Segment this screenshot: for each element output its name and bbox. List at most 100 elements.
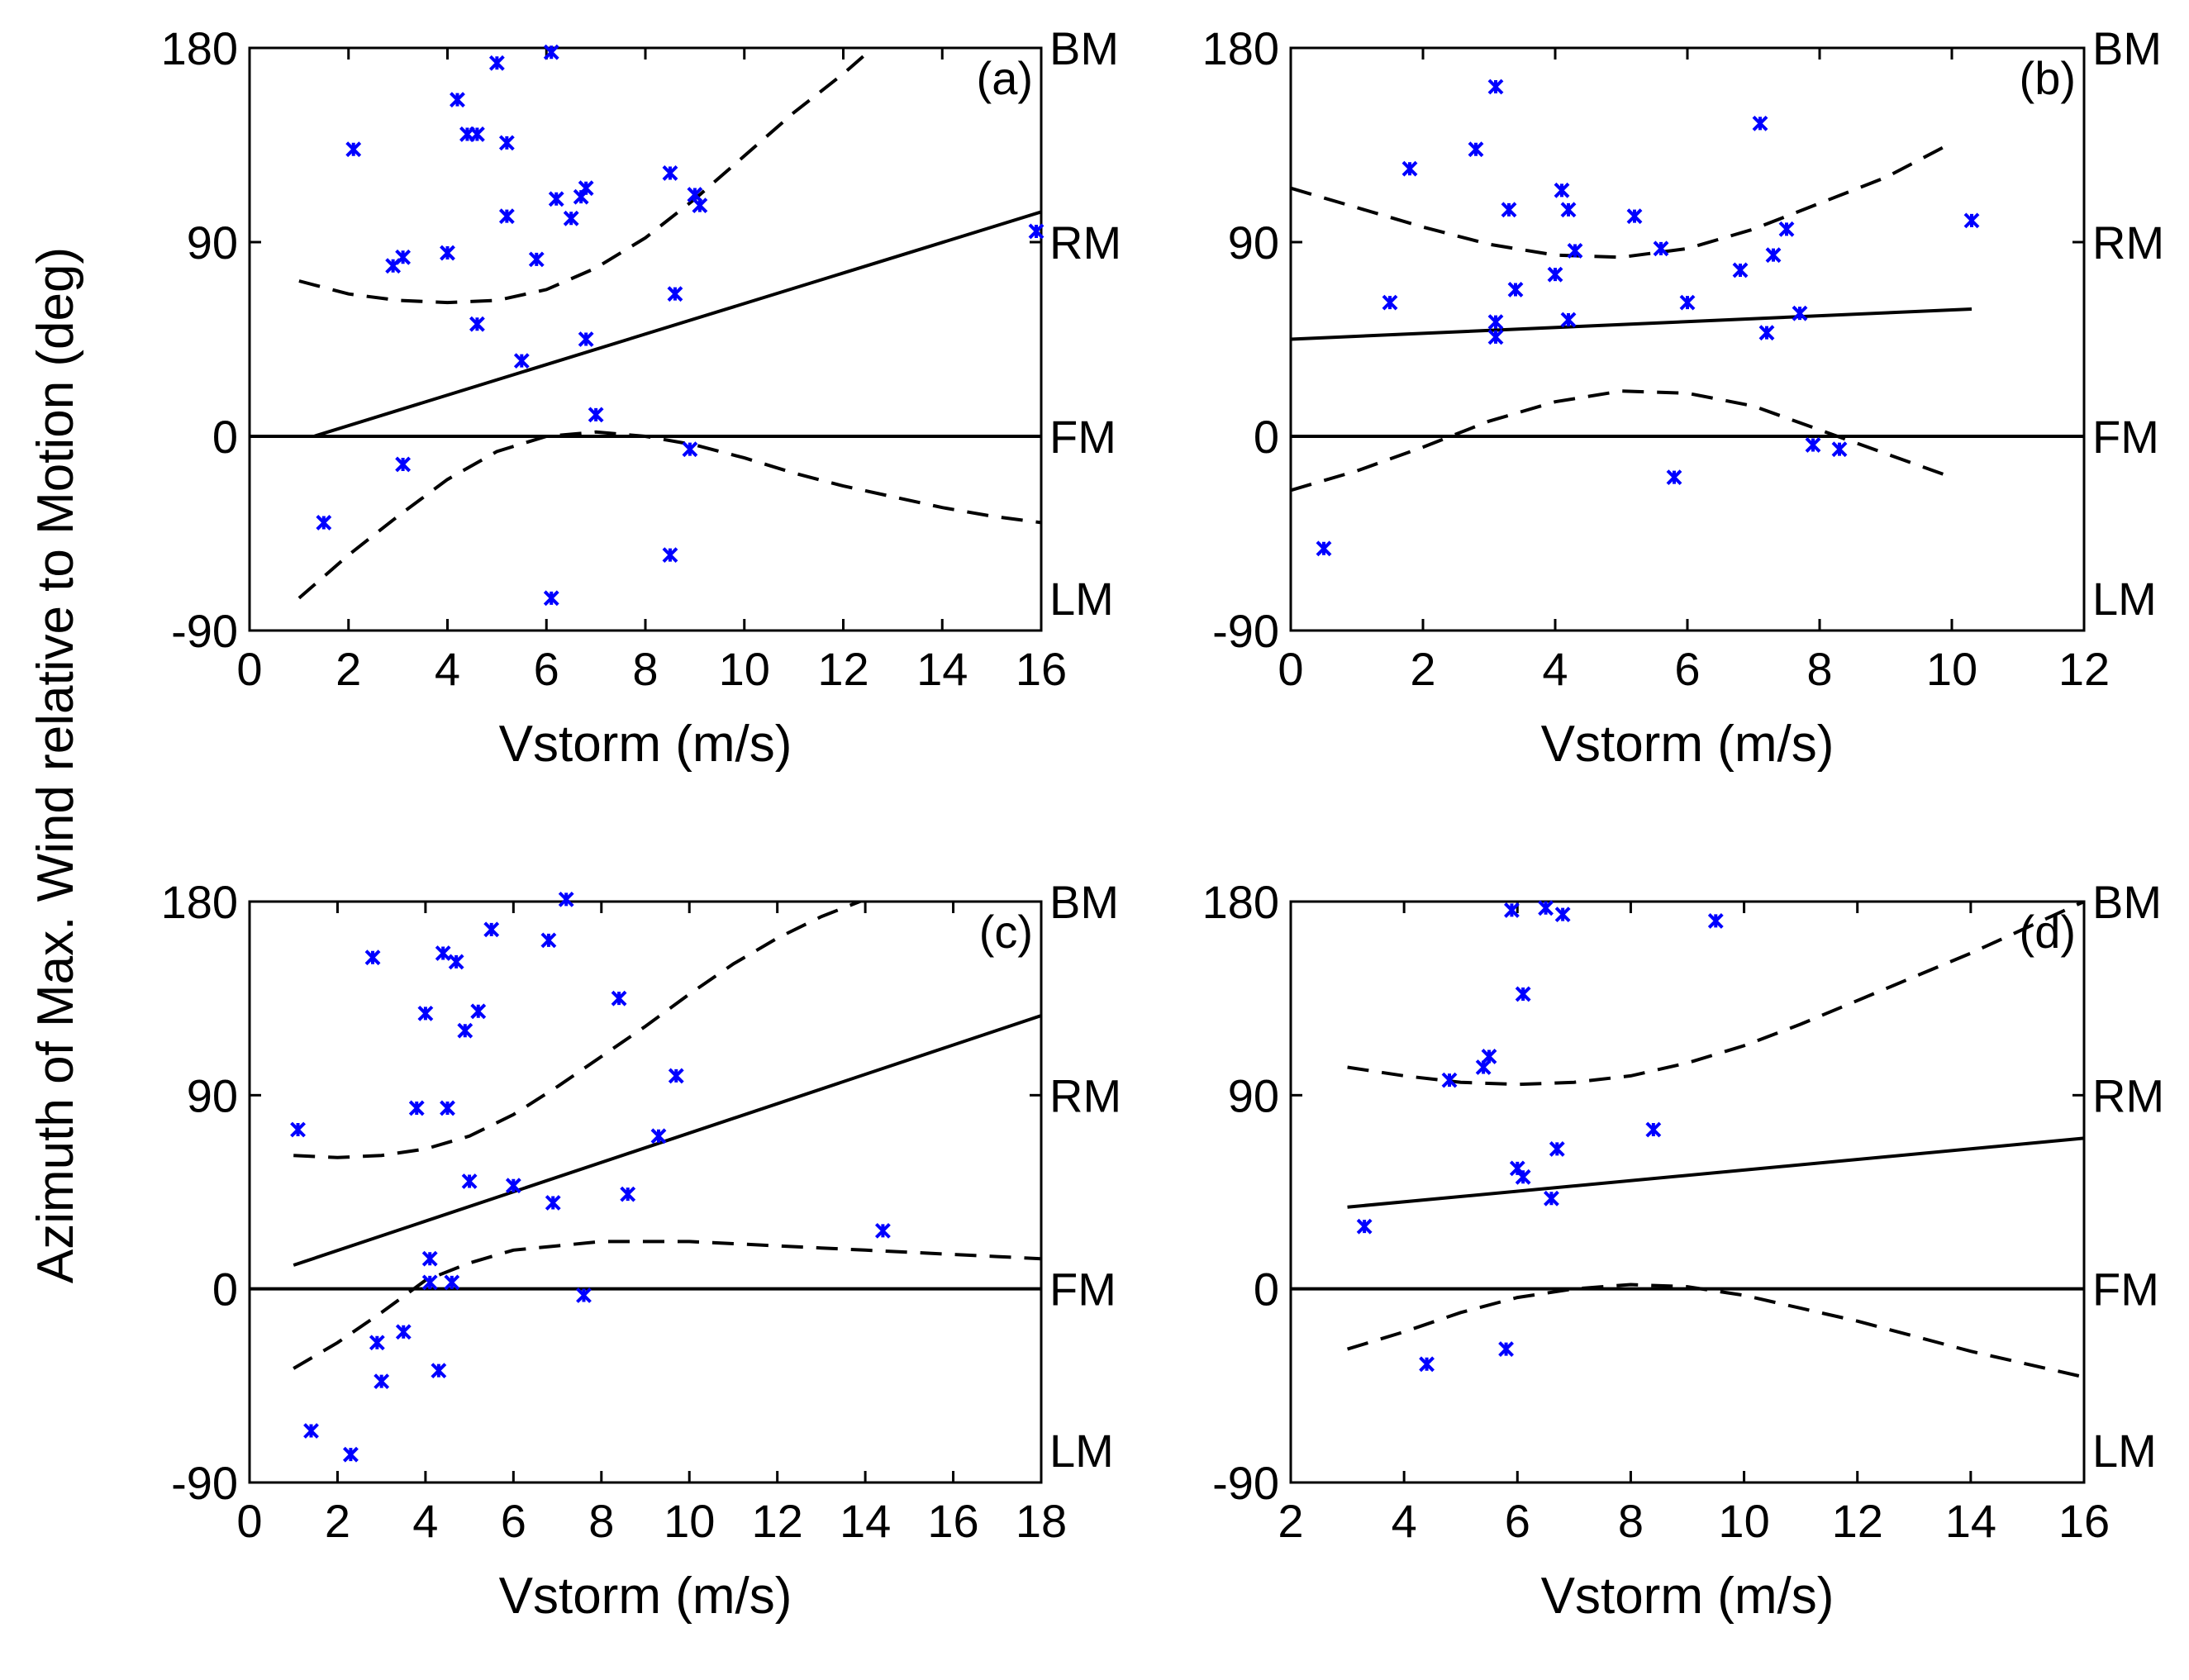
side-label-lm: LM [2092,573,2157,625]
x-axis-title: Vstorm (m/s) [1541,716,1834,773]
y-tick-label: 0 [212,1264,238,1316]
data-point [1707,913,1724,929]
data-point [578,331,594,347]
data-point [469,126,485,142]
data-point [1487,79,1504,95]
data-point [1560,312,1577,328]
confidence-upper-line [1347,902,2084,1087]
data-point [290,1121,306,1138]
y-tick-label: 0 [212,411,238,463]
data-point [408,1100,425,1116]
data-point [576,1287,592,1303]
x-axis-title: Vstorm (m/s) [499,716,792,773]
x-tick-label: 8 [632,643,658,695]
data-point [545,1195,561,1211]
confidence-upper-line [293,902,864,1159]
data-point [1778,221,1795,237]
data-point [469,316,485,332]
y-tick-label: 90 [1228,217,1279,269]
data-point [450,92,465,108]
x-tick-label: 16 [1016,643,1067,695]
data-point [483,921,500,938]
data-point [303,1423,319,1439]
data-point [1831,441,1848,458]
data-point [1356,1218,1373,1235]
y-tick-label: 90 [1228,1069,1279,1121]
data-point [548,191,564,207]
x-tick-label: 8 [588,1495,614,1547]
plot-data [1291,902,2084,1379]
y-tick-label: -90 [1212,1457,1279,1509]
confidence-lower-line [293,1240,1041,1370]
x-tick-label: 18 [1016,1495,1067,1547]
data-point [874,1222,891,1239]
data-point [435,945,451,961]
data-point [540,932,557,949]
x-tick-label: 12 [817,643,868,695]
side-label-rm: RM [1049,1069,1121,1121]
x-tick-label: 6 [1505,1495,1530,1547]
x-tick-label: 2 [1410,643,1435,695]
x-tick-label: 0 [236,643,262,695]
x-tick-label: 2 [335,643,361,695]
data-point [620,1186,636,1202]
side-label-bm: BM [2092,22,2162,74]
confidence-lower-line [1347,1283,2084,1379]
data-point [342,1446,359,1463]
data-point [364,949,381,966]
data-point [448,954,464,970]
data-point [345,141,362,158]
panel-label: (a) [977,52,1033,104]
x-tick-label: 14 [840,1495,891,1547]
x-tick-label: 6 [534,643,559,695]
data-point [1419,1356,1435,1373]
data-point [1481,1049,1497,1064]
data-point [1538,900,1554,916]
data-point [558,891,574,907]
data-point [505,1178,521,1194]
data-point [1554,907,1571,923]
axes-box [1289,46,2086,632]
side-label-bm: BM [1049,876,1119,928]
side-label-fm: FM [2092,1264,2159,1316]
data-point [1549,1141,1565,1157]
x-tick-label: 2 [1278,1495,1303,1547]
regression-line [1291,307,1972,341]
data-point [457,1022,473,1039]
axes-box [1289,900,2086,1484]
data-point [1626,208,1643,225]
data-point [543,44,559,60]
data-point [682,441,698,458]
x-axis-title: Vstorm (m/s) [1541,1568,1834,1625]
data-point [1487,314,1504,331]
x-tick-label: 12 [1832,1495,1883,1547]
data-point [1963,212,1980,229]
data-point [668,1068,684,1084]
plot-data [1291,141,2084,493]
data-point [1487,329,1504,345]
data-point [662,165,678,181]
side-label-fm: FM [2092,411,2159,463]
data-point [1732,262,1749,278]
x-tick-label: 0 [236,1495,262,1547]
x-axis-title: Vstorm (m/s) [499,1568,792,1625]
data-point [440,1100,455,1116]
plot-data [250,902,1041,1370]
y-tick-label: 90 [187,1069,238,1121]
data-point [1515,1168,1531,1185]
side-label-rm: RM [2092,1069,2164,1121]
data-point [1547,266,1563,283]
data-point [421,1250,438,1267]
data-point [611,990,627,1007]
regression-line [293,1014,1041,1267]
y-tick-label: -90 [1212,605,1279,657]
chart-panel-4: 2 4 6 8 10 12 14 16 -90 0 90 180 BM RM FM LM (d) Vstorm (… [1202,876,2165,1625]
data-point [431,1363,447,1379]
x-tick-label: 10 [1926,643,1977,695]
x-tick-label: 2 [325,1495,350,1547]
side-label-fm: FM [1049,1264,1116,1316]
data-point [417,1005,434,1021]
confidence-upper-line [298,48,874,305]
